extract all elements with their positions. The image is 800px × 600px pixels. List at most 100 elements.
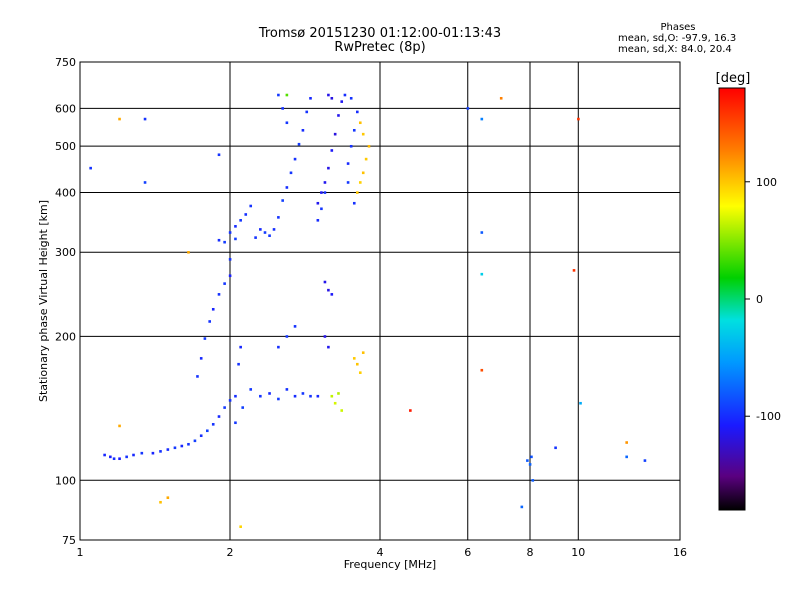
data-point — [323, 335, 327, 338]
data-point — [327, 345, 330, 349]
data-point — [337, 392, 340, 395]
data-point — [352, 357, 356, 360]
data-point — [499, 96, 503, 100]
data-point — [361, 132, 365, 136]
data-point — [89, 166, 92, 170]
data-point — [228, 258, 232, 261]
data-point — [268, 392, 271, 395]
y-tick-label: 100 — [55, 474, 76, 487]
data-point — [234, 421, 237, 425]
data-point — [205, 429, 209, 433]
data-point — [320, 207, 323, 211]
data-point — [239, 345, 242, 349]
data-point — [277, 397, 280, 401]
data-point — [355, 362, 359, 366]
colorbar-gradient — [718, 87, 746, 511]
data-point — [297, 142, 301, 146]
data-point — [301, 128, 305, 132]
data-point — [340, 409, 344, 412]
plot-frame — [79, 61, 681, 541]
y-tick-label: 200 — [55, 330, 76, 343]
colorbar-tick-label: 100 — [756, 176, 777, 189]
data-point — [118, 117, 121, 121]
phase-stats-line-o: mean, sd,O: -97.9, 16.3 — [618, 33, 737, 44]
data-point — [309, 394, 312, 398]
data-point — [268, 234, 271, 237]
data-point — [249, 388, 253, 391]
data-point — [132, 453, 135, 457]
data-point — [234, 225, 237, 228]
data-point — [343, 93, 347, 97]
y-axis-label: Stationary phase Virtual Height [km] — [37, 200, 50, 402]
data-point — [301, 392, 305, 395]
data-point — [259, 228, 262, 231]
data-point — [526, 459, 529, 462]
data-point — [323, 280, 327, 284]
y-tick-label: 500 — [55, 140, 76, 153]
data-point — [281, 107, 284, 110]
data-point — [244, 213, 248, 216]
grid-lines — [80, 62, 680, 540]
data-point — [249, 204, 253, 208]
data-point — [330, 293, 334, 296]
x-axis-label: Frequency [MHz] — [344, 558, 436, 571]
data-point — [217, 153, 221, 157]
data-points — [89, 93, 647, 529]
data-point — [199, 357, 203, 360]
data-point — [289, 171, 293, 175]
data-point — [358, 121, 362, 125]
data-point — [293, 325, 297, 328]
data-point — [480, 231, 484, 234]
data-point — [293, 394, 297, 398]
data-point — [554, 446, 557, 450]
data-point — [159, 500, 162, 504]
data-point — [520, 505, 524, 509]
data-point — [211, 423, 215, 426]
data-point — [330, 96, 334, 100]
data-point — [327, 93, 330, 97]
colorbar: 100 0 -100 [deg] — [716, 71, 781, 511]
data-point — [143, 181, 147, 184]
data-point — [228, 231, 232, 234]
x-tick-label: 6 — [464, 546, 471, 559]
data-point — [358, 181, 362, 184]
data-point — [223, 282, 226, 285]
data-point — [239, 525, 242, 529]
data-point — [285, 121, 289, 125]
data-point — [572, 269, 576, 272]
data-point — [409, 409, 412, 412]
data-point — [320, 191, 323, 194]
data-point — [217, 415, 221, 418]
data-point — [323, 181, 327, 184]
x-tick-label: 2 — [227, 546, 234, 559]
data-point — [140, 451, 144, 455]
data-point — [241, 406, 245, 409]
y-tick-label: 400 — [55, 186, 76, 199]
phase-stats-title: Phases — [660, 22, 696, 33]
data-point — [480, 272, 484, 276]
phase-stats-line-x: mean, sd,X: 84.0, 20.4 — [618, 44, 732, 55]
data-point — [180, 444, 184, 448]
data-point — [159, 450, 162, 453]
data-point — [323, 191, 327, 194]
data-point — [166, 496, 170, 499]
data-point — [151, 451, 155, 455]
data-point — [333, 401, 337, 405]
data-point — [528, 463, 532, 466]
x-tick-label: 4 — [377, 546, 384, 559]
data-point — [103, 453, 106, 457]
data-point — [166, 448, 170, 451]
data-point — [346, 181, 350, 184]
data-point — [643, 459, 647, 462]
data-point — [203, 337, 207, 340]
data-point — [579, 401, 582, 405]
data-point — [285, 93, 289, 97]
data-point — [361, 351, 365, 354]
data-point — [480, 368, 484, 372]
data-point — [352, 201, 356, 205]
data-point — [239, 219, 242, 222]
y-tick-label: 600 — [55, 102, 76, 115]
data-point — [173, 446, 177, 450]
data-point — [361, 171, 365, 175]
